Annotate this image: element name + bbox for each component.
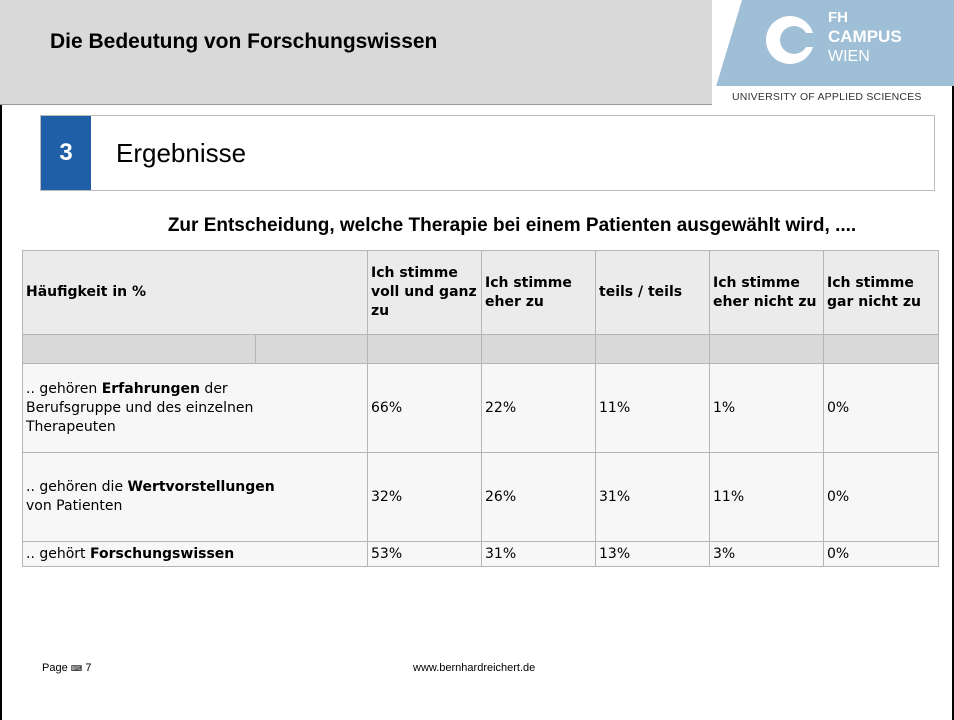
header-row: Häufigkeit in % Ich stimme voll und ganz … [22, 250, 939, 335]
section-number: 3 [41, 116, 91, 190]
empty-cell [709, 334, 824, 364]
website: www.bernhardreichert.de [413, 662, 536, 674]
row-label: .. gehören die Wertvorstellungen von Pat… [22, 452, 368, 542]
value-cell: 1% [709, 363, 824, 453]
page-label: Page [42, 662, 68, 674]
header-cell: Ich stimme voll und ganz zu [367, 250, 482, 335]
value-cell: 0% [823, 452, 939, 542]
data-row: .. gehört Forschungswissen 53% 31% 13% 3% 0% [22, 541, 939, 567]
data-row: .. gehören die Wertvorstellungen von Pat… [22, 452, 939, 542]
empty-cell [481, 334, 596, 364]
section-box: 3 Ergebnisse [40, 115, 935, 191]
header-cell: teils / teils [595, 250, 710, 335]
label-part: .. gehört [26, 545, 90, 562]
logo-line3: WIEN [828, 48, 870, 65]
question: Zur Entscheidung, welche Therapie bei ei… [167, 215, 857, 236]
logo-line1: FH [828, 9, 848, 26]
label-part: .. gehören die [26, 479, 128, 495]
page-number: 7 [85, 662, 92, 674]
label-part: Forschungswissen [89, 545, 235, 562]
value-cell: 53% [367, 541, 482, 567]
empty-cell [367, 334, 482, 364]
row-label: .. gehören Erfahrungen der Berufsgruppe … [22, 363, 368, 453]
page-footer: Page ⌨ 7 [42, 662, 92, 674]
empty-cell [595, 334, 710, 364]
value-cell: 26% [481, 452, 596, 542]
logo-graphic: FH CAMPUS WIEN [712, 0, 902, 86]
data-row: .. gehören Erfahrungen der Berufsgruppe … [22, 363, 939, 453]
label-part: Wertvorstellungen [127, 479, 275, 495]
header-cell: Häufigkeit in % [22, 250, 368, 335]
label-part: von Patienten [26, 498, 123, 514]
label-part: Erfahrungen [101, 380, 200, 397]
value-cell: 0% [823, 541, 939, 567]
value-cell: 13% [595, 541, 710, 567]
value-cell: 11% [709, 452, 824, 542]
logo-line2: CAMPUS [828, 27, 902, 46]
results-table: Häufigkeit in % Ich stimme voll und ganz … [22, 250, 939, 567]
logo: FH CAMPUS WIEN [712, 0, 954, 86]
value-cell: 22% [481, 363, 596, 453]
page-icon: ⌨ [70, 664, 83, 673]
value-cell: 11% [595, 363, 710, 453]
empty-cell [823, 334, 939, 364]
empty-cell [22, 334, 368, 364]
value-cell: 0% [823, 363, 939, 453]
logo-subtitle: UNIVERSITY OF APPLIED SCIENCES [732, 91, 922, 103]
header-cell: Ich stimme eher zu [481, 250, 596, 335]
label-part: .. gehören [26, 380, 102, 397]
value-cell: 3% [709, 541, 824, 567]
header-title: Die Bedeutung von Forschungswissen [50, 30, 438, 53]
label-part: der Berufsgruppe und des einzelnen Thera… [26, 380, 254, 435]
header-cell: Ich stimme gar nicht zu [823, 250, 939, 335]
empty-row [22, 334, 939, 364]
value-cell: 66% [367, 363, 482, 453]
value-cell: 32% [367, 452, 482, 542]
header-band: Die Bedeutung von Forschungswissen [0, 0, 712, 105]
value-cell: 31% [481, 541, 596, 567]
row-label: .. gehört Forschungswissen [22, 541, 368, 567]
section-title: Ergebnisse [116, 138, 247, 168]
header-cell: Ich stimme eher nicht zu [709, 250, 824, 335]
value-cell: 31% [595, 452, 710, 542]
